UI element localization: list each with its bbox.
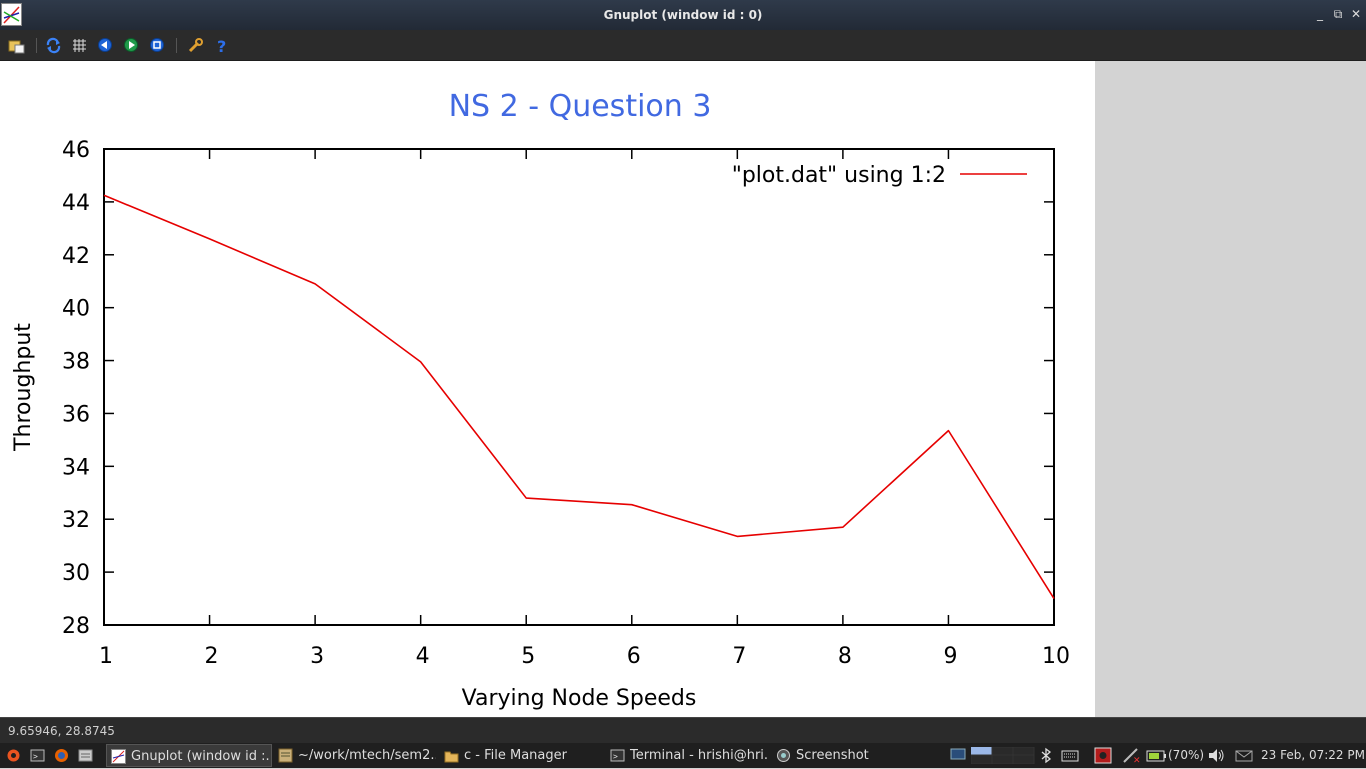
gnuplot-task-icon [111,749,126,764]
task-terminal[interactable]: >_ Terminal - hrishi@hri... [606,744,768,767]
y-axis-label: Throughput [11,323,36,452]
bluetooth-icon[interactable] [1040,747,1054,764]
cursor-coordinates: 9.65946, 28.8745 [8,724,115,738]
x-tick-label: 5 [521,644,535,669]
y-tick-label: 30 [62,561,90,586]
task-label: ~/work/mtech/sem2... [298,748,436,763]
y-tick-label: 32 [62,508,90,533]
y-tick-label: 34 [62,455,90,480]
replot-icon[interactable] [45,37,62,54]
svg-text:?: ? [217,37,226,54]
x-tick-label: 3 [310,644,324,669]
svg-text:✕: ✕ [1133,756,1141,764]
y-tick-label: 46 [62,138,90,163]
task-label: Gnuplot (window id :... [131,749,272,764]
y-tick-label: 44 [62,191,90,216]
close-button[interactable]: ✕ [1350,7,1362,21]
terminal-task-icon: >_ [610,748,625,763]
minimize-button[interactable]: _ [1317,7,1323,21]
svg-text:>_: >_ [33,752,43,761]
network-disconnected-icon[interactable]: ✕ [1122,747,1142,766]
x-tick-label: 4 [416,644,430,669]
toolbar-separator [176,38,177,53]
autoscale-icon[interactable] [149,37,166,54]
y-tick-label: 42 [62,244,90,269]
task-label: Terminal - hrishi@hri... [630,748,768,763]
record-icon[interactable] [1094,747,1114,764]
battery-percent: (70%) [1168,748,1205,762]
y-tick-label: 40 [62,297,90,322]
x-tick-label: 2 [205,644,219,669]
ubuntu-menu-icon[interactable] [6,748,21,763]
chart-title: NS 2 - Question 3 [449,89,712,124]
x-tick-label: 10 [1042,644,1070,669]
grid-icon[interactable] [71,37,88,54]
x-axis-label: Varying Node Speeds [462,686,697,711]
mail-icon[interactable] [1235,747,1255,764]
plot-canvas[interactable]: NS 2 - Question 3 28 30 32 34 36 38 40 42 44 46 1 2 3… [0,61,1095,717]
file-manager-launcher-icon[interactable] [78,748,93,763]
zoom-next-icon[interactable] [123,37,140,54]
taskbar: >_ Gnuplot (window id :... ~/work/mtech/… [0,743,1366,768]
folder-task-icon [444,748,459,763]
x-tick-label: 1 [99,644,113,669]
task-label: c - File Manager [464,748,567,763]
series-line [103,194,1055,599]
firefox-launcher-icon[interactable] [54,748,69,763]
x-tick-label: 9 [943,644,957,669]
task-file-manager[interactable]: c - File Manager [440,744,602,767]
workspace-switch-icon[interactable] [950,747,968,764]
task-editor[interactable]: ~/work/mtech/sem2... [274,744,436,767]
maximize-button[interactable]: ⧉ [1333,7,1343,21]
export-icon[interactable] [8,37,25,54]
help-icon[interactable]: ? [213,37,230,56]
text-editor-task-icon [278,748,293,763]
legend-label: "plot.dat" using 1:2 [732,163,946,188]
task-label: Screenshot [796,748,869,763]
y-tick-label: 36 [62,402,90,427]
clock[interactable]: 23 Feb, 07:22 PM [1261,748,1365,762]
window-title: Gnuplot (window id : 0) [603,8,763,22]
x-tick-label: 7 [732,644,746,669]
y-tick-label: 38 [62,350,90,375]
camera-task-icon [776,748,791,763]
task-screenshot[interactable]: Screenshot [772,744,912,767]
statusbar: 9.65946, 28.8745 [0,717,1366,743]
gnuplot-app-icon[interactable] [1,3,22,26]
battery-icon[interactable] [1146,747,1168,764]
x-tick-label: 6 [627,644,641,669]
svg-text:>_: >_ [613,752,623,761]
toolbar-separator [36,38,37,53]
keyboard-icon[interactable] [1061,747,1081,764]
settings-icon[interactable] [187,37,204,54]
workspace-pager[interactable] [970,746,1035,765]
terminal-launcher-icon[interactable]: >_ [30,748,45,763]
volume-icon[interactable] [1207,747,1227,764]
toolbar: ? [0,30,1366,61]
y-tick-label: 28 [62,614,90,639]
zoom-previous-icon[interactable] [97,37,114,54]
x-tick-label: 8 [838,644,852,669]
task-gnuplot[interactable]: Gnuplot (window id :... [106,744,272,767]
plot-frame [103,148,1055,626]
window-titlebar[interactable]: Gnuplot (window id : 0) _ ⧉ ✕ [0,0,1366,30]
